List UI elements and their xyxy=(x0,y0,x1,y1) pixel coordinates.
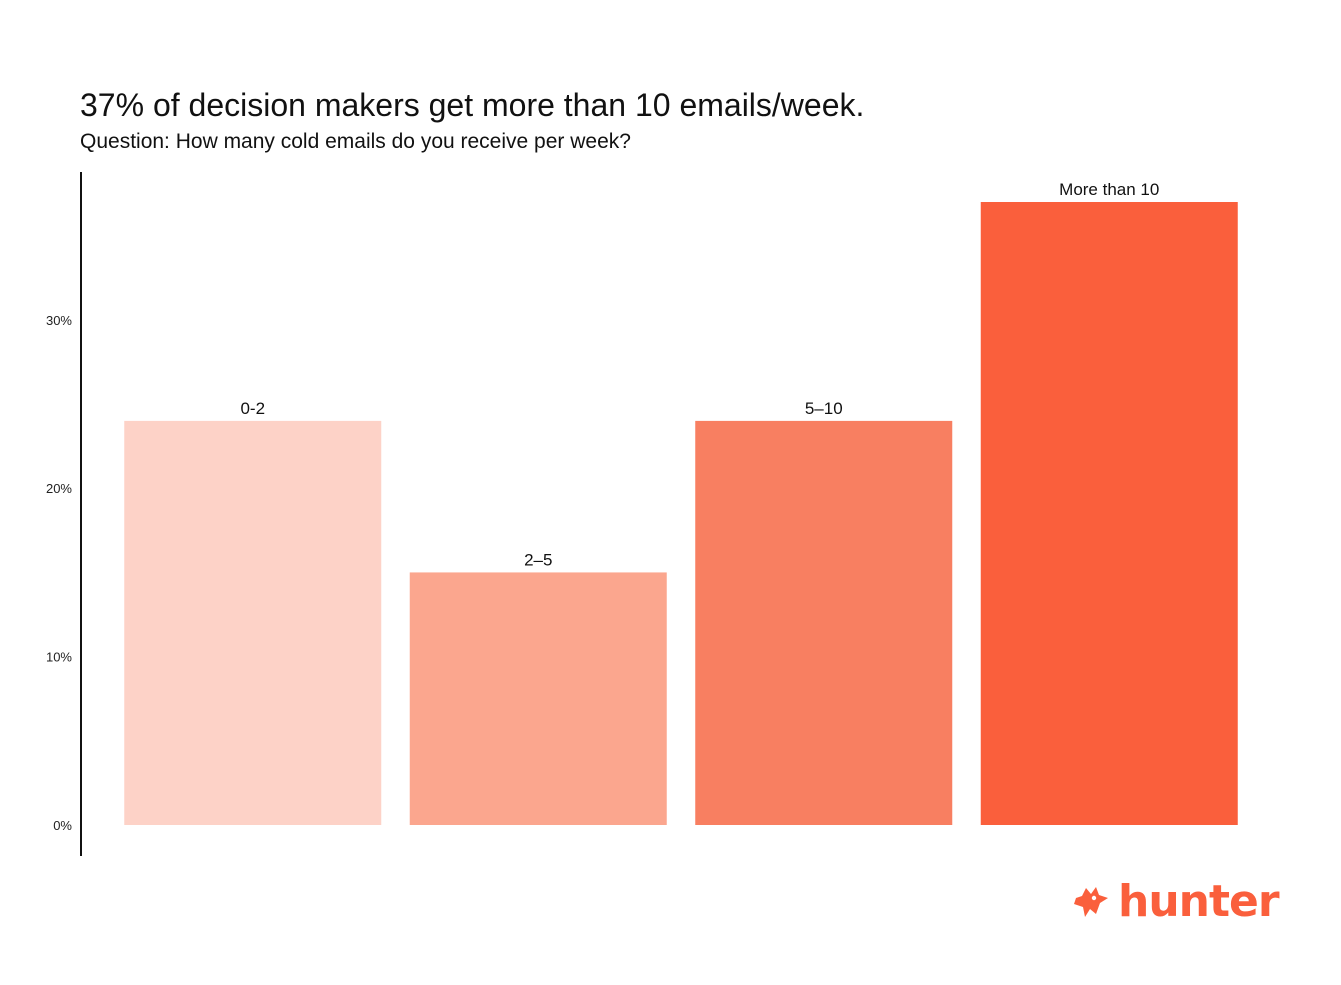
bar-labels: 0-2 2–5 5–10 More than 10 xyxy=(240,180,1159,569)
bar-category-label: 5–10 xyxy=(805,399,843,418)
bar-series xyxy=(124,202,1238,825)
bar-category-label: More than 10 xyxy=(1059,180,1159,199)
bar xyxy=(409,572,667,825)
chart-subtitle: Question: How many cold emails do you re… xyxy=(80,130,631,153)
y-tick-label: 20% xyxy=(46,481,72,496)
y-tick-label: 30% xyxy=(46,313,72,328)
bar-category-label: 0-2 xyxy=(240,399,265,418)
bar xyxy=(695,420,953,825)
y-tick-label: 10% xyxy=(46,650,72,665)
y-axis-ticks: 0% 10% 20% 30% xyxy=(46,313,72,833)
chart-title: 37% of decision makers get more than 10 … xyxy=(80,87,865,123)
bar xyxy=(980,202,1238,825)
bar-category-label: 2–5 xyxy=(524,550,552,569)
fox-head-icon xyxy=(1074,887,1108,917)
brand-name: hunter xyxy=(1118,876,1280,927)
bar xyxy=(124,420,382,825)
y-tick-label: 0% xyxy=(53,818,72,833)
hunter-logo: hunter xyxy=(1072,874,1280,930)
